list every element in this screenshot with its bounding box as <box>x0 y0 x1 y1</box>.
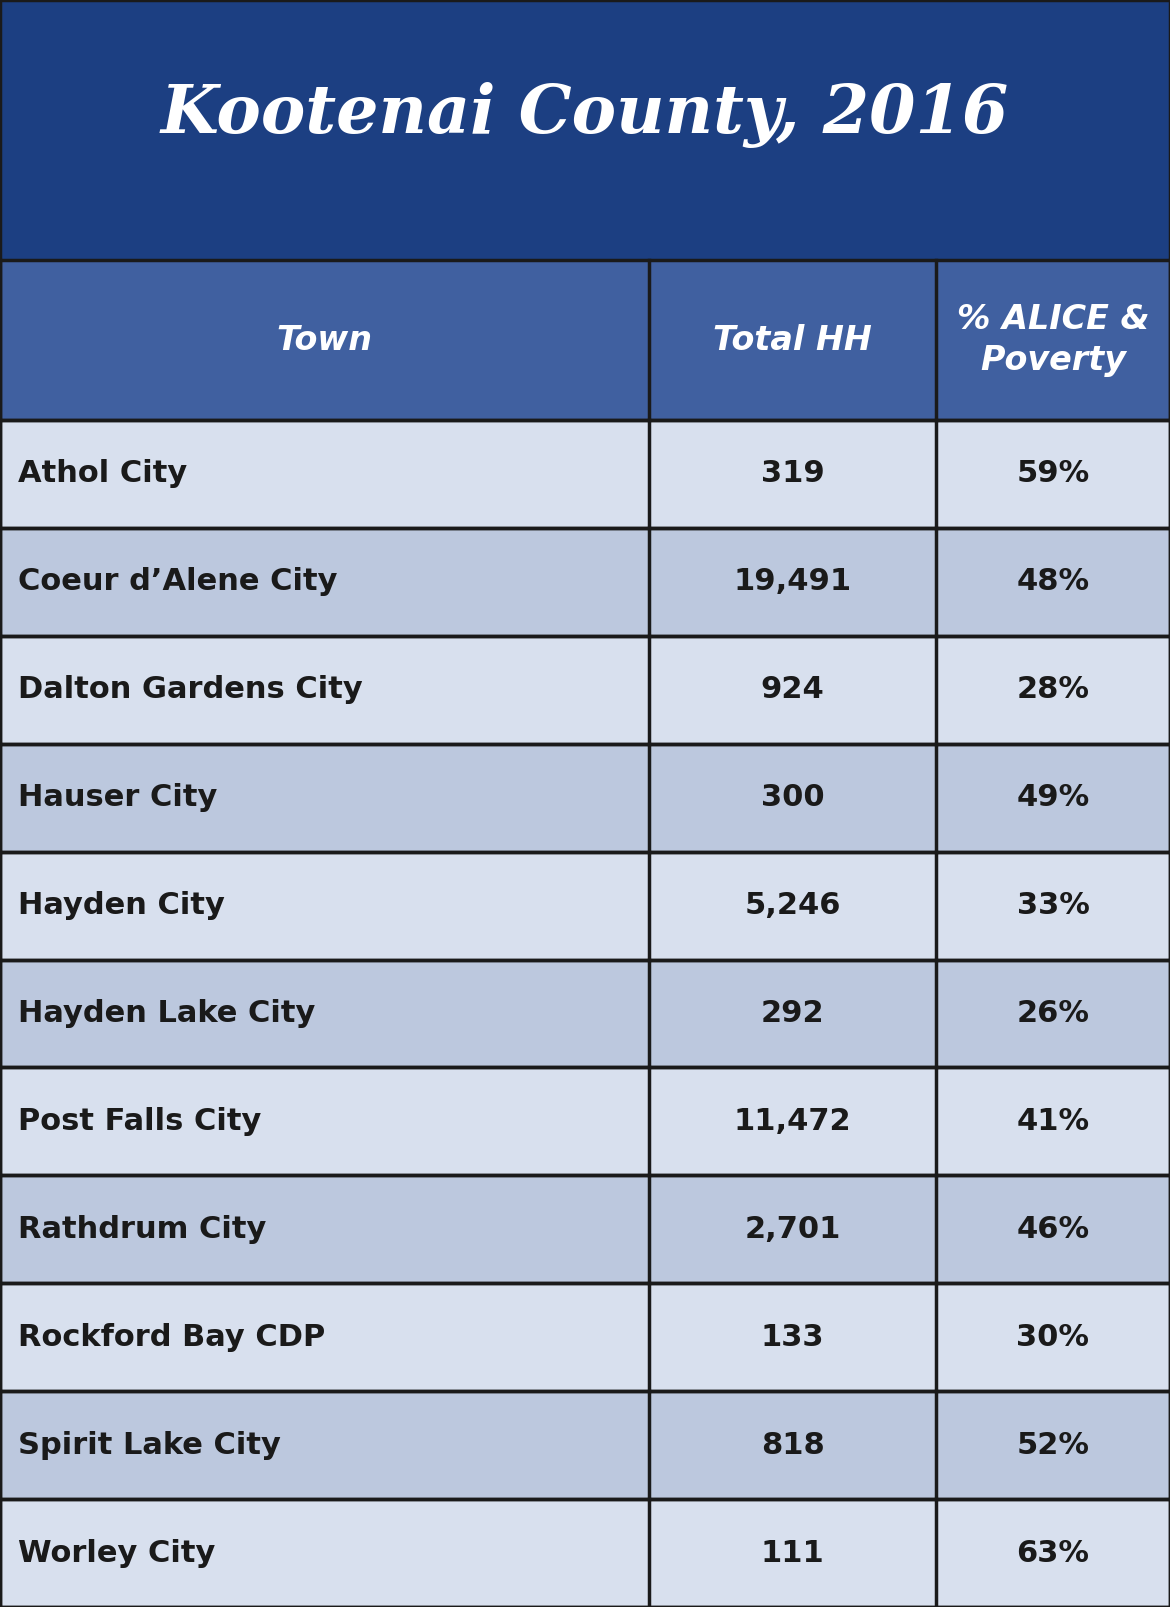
Text: Post Falls City: Post Falls City <box>18 1107 261 1136</box>
Text: 2,701: 2,701 <box>744 1215 841 1244</box>
Bar <box>0 1175 1170 1284</box>
Text: 46%: 46% <box>1017 1215 1089 1244</box>
Text: 292: 292 <box>760 1000 825 1028</box>
Text: 28%: 28% <box>1017 675 1089 704</box>
Bar <box>0 260 1170 419</box>
Bar <box>0 852 1170 959</box>
Bar <box>0 529 1170 636</box>
Text: Athol City: Athol City <box>18 460 187 489</box>
Bar <box>0 744 1170 852</box>
Text: 30%: 30% <box>1017 1323 1089 1351</box>
Bar <box>0 230 1170 260</box>
Text: 111: 111 <box>760 1538 825 1567</box>
Bar <box>0 636 1170 744</box>
Text: Rockford Bay CDP: Rockford Bay CDP <box>18 1323 325 1351</box>
Text: 5,246: 5,246 <box>744 892 841 921</box>
Text: Kootenai County, 2016: Kootenai County, 2016 <box>161 82 1009 148</box>
Text: 63%: 63% <box>1017 1538 1089 1567</box>
Bar <box>0 0 1170 230</box>
Text: 49%: 49% <box>1017 783 1089 812</box>
Text: % ALICE &
Poverty: % ALICE & Poverty <box>957 304 1149 378</box>
Bar <box>0 1499 1170 1607</box>
Text: 924: 924 <box>760 675 825 704</box>
Text: 26%: 26% <box>1017 1000 1089 1028</box>
Text: Hayden Lake City: Hayden Lake City <box>18 1000 316 1028</box>
Text: Rathdrum City: Rathdrum City <box>18 1215 267 1244</box>
Text: Town: Town <box>276 323 373 357</box>
Text: 133: 133 <box>760 1323 825 1351</box>
Text: Hayden City: Hayden City <box>18 892 225 921</box>
Text: Hauser City: Hauser City <box>18 783 218 812</box>
Text: 319: 319 <box>760 460 825 489</box>
Text: 41%: 41% <box>1017 1107 1089 1136</box>
Bar <box>0 1067 1170 1175</box>
Text: 818: 818 <box>760 1430 825 1459</box>
Text: Worley City: Worley City <box>18 1538 215 1567</box>
Bar <box>0 419 1170 529</box>
Bar <box>0 959 1170 1067</box>
Text: 59%: 59% <box>1017 460 1089 489</box>
Text: 19,491: 19,491 <box>734 567 852 596</box>
Bar <box>0 1392 1170 1499</box>
Text: Spirit Lake City: Spirit Lake City <box>18 1430 281 1459</box>
Text: Coeur d’Alene City: Coeur d’Alene City <box>18 567 337 596</box>
Text: 48%: 48% <box>1017 567 1089 596</box>
Text: Dalton Gardens City: Dalton Gardens City <box>18 675 363 704</box>
Text: 300: 300 <box>760 783 825 812</box>
Text: 52%: 52% <box>1017 1430 1089 1459</box>
Text: 11,472: 11,472 <box>734 1107 852 1136</box>
Text: 33%: 33% <box>1017 892 1089 921</box>
Text: Total HH: Total HH <box>714 323 872 357</box>
Bar <box>0 1284 1170 1392</box>
